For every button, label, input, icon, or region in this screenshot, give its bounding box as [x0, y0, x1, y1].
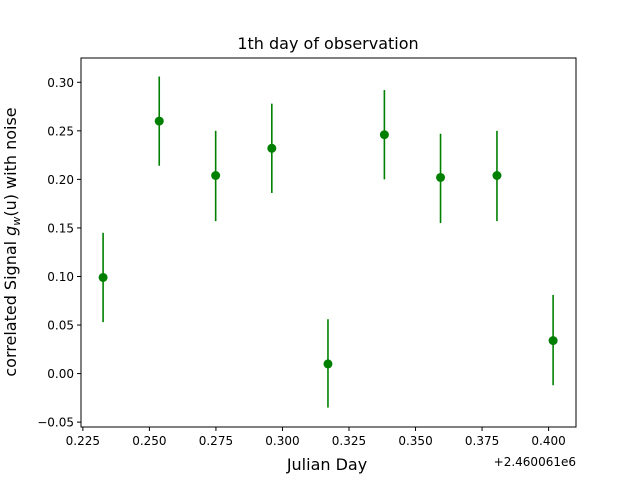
- chart-title: 1th day of observation: [237, 34, 418, 53]
- y-axis-label-argument: (u): [1, 194, 20, 217]
- plot-area: 0.225 0.250 0.275 0.300 0.325 0.350 0.375 0.400…: [37, 57, 577, 448]
- x-tick-label: 0.225: [66, 434, 100, 448]
- x-tick-label: 0.300: [265, 434, 299, 448]
- data-point: [379, 130, 389, 140]
- x-tick-label: 0.400: [531, 434, 565, 448]
- x-tick-label: 0.275: [199, 434, 233, 448]
- y-tick-label: 0.20: [47, 173, 74, 187]
- data-point: [154, 116, 164, 126]
- data-point: [492, 170, 502, 180]
- data-point: [323, 359, 333, 369]
- y-tick-label: 0.15: [47, 221, 74, 235]
- x-tick-label: 0.250: [132, 434, 166, 448]
- data-point: [211, 170, 221, 180]
- data-point: [436, 172, 446, 182]
- y-axis-label-prefix: correlated Signal: [1, 236, 20, 377]
- y-axis-label-subscript: w: [10, 217, 23, 226]
- y-tick-label: 0.25: [47, 124, 74, 138]
- y-tick-label: 0.30: [47, 76, 74, 90]
- axes-frame: [80, 57, 577, 428]
- x-tick-label: 0.350: [398, 434, 432, 448]
- x-axis-label: Julian Day: [286, 455, 367, 474]
- y-tick-label: −0.05: [37, 416, 74, 430]
- x-axis-offset-label: +2.460061e6: [494, 455, 576, 469]
- y-tick-label: 0.10: [47, 270, 74, 284]
- y-axis-label-symbol: g: [1, 226, 20, 236]
- x-tick-label: 0.325: [332, 434, 366, 448]
- y-tick-label: 0.00: [47, 367, 74, 381]
- y-axis-label: correlated Signal gw(u) with noise: [1, 107, 23, 376]
- data-point: [548, 336, 558, 346]
- y-axis-label-suffix: with noise: [1, 107, 20, 194]
- data-point: [267, 143, 277, 153]
- y-tick-label: 0.05: [47, 319, 74, 333]
- x-tick-label: 0.375: [465, 434, 499, 448]
- data-point: [98, 272, 108, 282]
